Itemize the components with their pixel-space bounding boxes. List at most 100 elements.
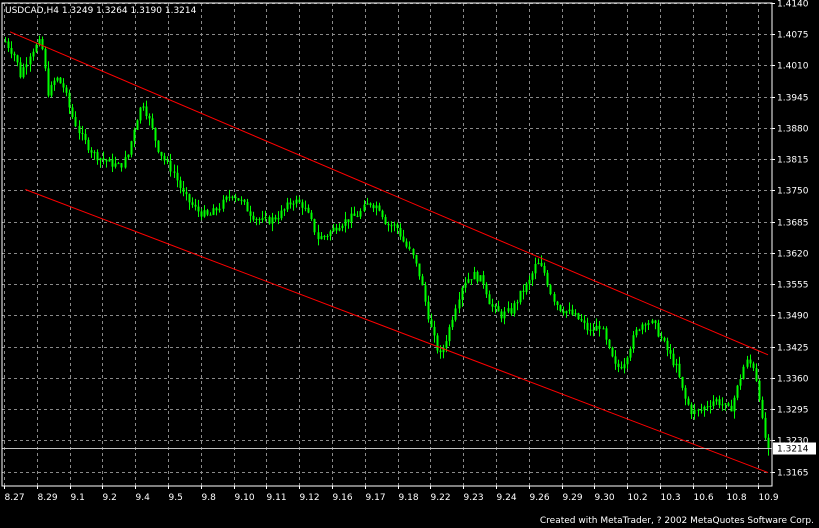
candle-body bbox=[580, 319, 583, 321]
candle-body bbox=[574, 313, 577, 315]
candle-body bbox=[565, 311, 568, 314]
y-tick-label: 1.3685 bbox=[777, 219, 809, 229]
candle-body bbox=[366, 203, 369, 205]
candle-body bbox=[249, 211, 252, 216]
candle-body bbox=[381, 210, 384, 218]
x-tick-label: 9.16 bbox=[333, 493, 353, 503]
candle-body bbox=[237, 198, 240, 201]
candle-body bbox=[185, 192, 188, 195]
candle-body bbox=[301, 202, 304, 208]
candle-body bbox=[537, 262, 540, 264]
candle-body bbox=[767, 437, 770, 449]
candle-body bbox=[528, 279, 531, 284]
candle-body bbox=[684, 387, 687, 399]
candle-body bbox=[68, 92, 71, 108]
candle-body bbox=[120, 163, 123, 168]
candle-body bbox=[641, 324, 644, 330]
x-tick-label: 9.8 bbox=[202, 493, 217, 503]
candle-body bbox=[163, 155, 166, 161]
candle-body bbox=[105, 159, 108, 162]
candle-body bbox=[341, 225, 344, 228]
y-tick-label: 1.3620 bbox=[777, 250, 809, 260]
candle-body bbox=[117, 163, 120, 165]
current-price-box bbox=[773, 442, 816, 455]
candle-body bbox=[485, 284, 488, 295]
candle-body bbox=[663, 337, 666, 341]
candle-body bbox=[543, 265, 546, 273]
y-tick-label: 1.3880 bbox=[777, 125, 809, 135]
candle-body bbox=[271, 217, 274, 224]
candle-body bbox=[507, 308, 510, 312]
candle-body bbox=[378, 205, 381, 211]
candle-body bbox=[525, 283, 528, 292]
y-tick-label: 1.3555 bbox=[777, 281, 809, 291]
candle-body bbox=[568, 309, 571, 312]
candle-body bbox=[323, 236, 326, 238]
candle-body bbox=[638, 329, 641, 331]
candle-body bbox=[476, 271, 479, 282]
candle-body bbox=[693, 409, 696, 415]
candle-body bbox=[387, 224, 390, 226]
candle-body bbox=[439, 350, 442, 353]
x-axis: 8.27 8.29 9.1 9.2 9.4 9.5 9.8 9.10 9.11 9.12 9.16 9… bbox=[4, 486, 779, 503]
candle-body bbox=[71, 107, 74, 118]
x-tick-label: 8.27 bbox=[5, 493, 25, 503]
candle-body bbox=[59, 77, 62, 84]
y-tick-label: 1.3750 bbox=[777, 187, 809, 197]
candle-body bbox=[350, 213, 353, 223]
candle-body bbox=[418, 263, 421, 277]
candle-body bbox=[191, 202, 194, 205]
candle-body bbox=[583, 320, 586, 323]
candle-body bbox=[531, 273, 534, 280]
y-tick-label: 1.4075 bbox=[777, 31, 809, 41]
candle-body bbox=[277, 218, 280, 220]
candle-body bbox=[405, 241, 408, 247]
candle-body bbox=[74, 117, 77, 127]
candle-body bbox=[635, 329, 638, 336]
candle-body bbox=[513, 303, 516, 314]
candle-body bbox=[629, 348, 632, 358]
candle-body bbox=[562, 311, 565, 314]
candle-body bbox=[675, 363, 678, 366]
x-tick-label: 9.17 bbox=[366, 493, 386, 503]
candle-body bbox=[553, 294, 556, 302]
candle-body bbox=[730, 405, 733, 412]
candle-body bbox=[556, 301, 559, 306]
candle-body bbox=[108, 159, 111, 162]
candle-body bbox=[626, 357, 629, 365]
candle-body bbox=[602, 328, 605, 330]
candle-body bbox=[206, 210, 209, 215]
candle-body bbox=[733, 397, 736, 412]
candle-body bbox=[408, 246, 411, 250]
candle-body bbox=[188, 194, 191, 203]
candle-body bbox=[124, 157, 127, 168]
y-tick-label: 1.4010 bbox=[777, 62, 809, 72]
candle-body bbox=[577, 313, 580, 320]
candle-body bbox=[660, 336, 663, 338]
candle-body bbox=[598, 325, 601, 329]
candle-body bbox=[690, 404, 693, 415]
candle-body bbox=[228, 196, 231, 198]
candle-body bbox=[467, 279, 470, 283]
candle-body bbox=[752, 363, 755, 369]
candle-body bbox=[240, 199, 243, 201]
candle-body bbox=[44, 49, 47, 69]
y-tick-label: 1.3490 bbox=[777, 312, 809, 322]
x-tick-label: 9.26 bbox=[530, 493, 550, 503]
y-tick-label: 1.3425 bbox=[777, 344, 809, 354]
candle-body bbox=[87, 139, 90, 151]
candle-body bbox=[479, 275, 482, 282]
candle-body bbox=[758, 380, 761, 400]
x-tick-label: 10.6 bbox=[694, 493, 714, 503]
candle-body bbox=[755, 368, 758, 381]
candle-body bbox=[614, 356, 617, 364]
candle-body bbox=[359, 211, 362, 217]
candle-body bbox=[396, 224, 399, 228]
y-axis: 1.4140 1.4075 1.4010 1.3945 1.3880 1.3815 1.37… bbox=[2, 0, 809, 479]
x-tick-label: 8.29 bbox=[38, 493, 58, 503]
candle-body bbox=[427, 301, 430, 320]
x-tick-label: 9.10 bbox=[235, 493, 255, 503]
candle-body bbox=[510, 308, 513, 314]
candle-body bbox=[329, 231, 332, 236]
candle-body bbox=[298, 199, 301, 203]
